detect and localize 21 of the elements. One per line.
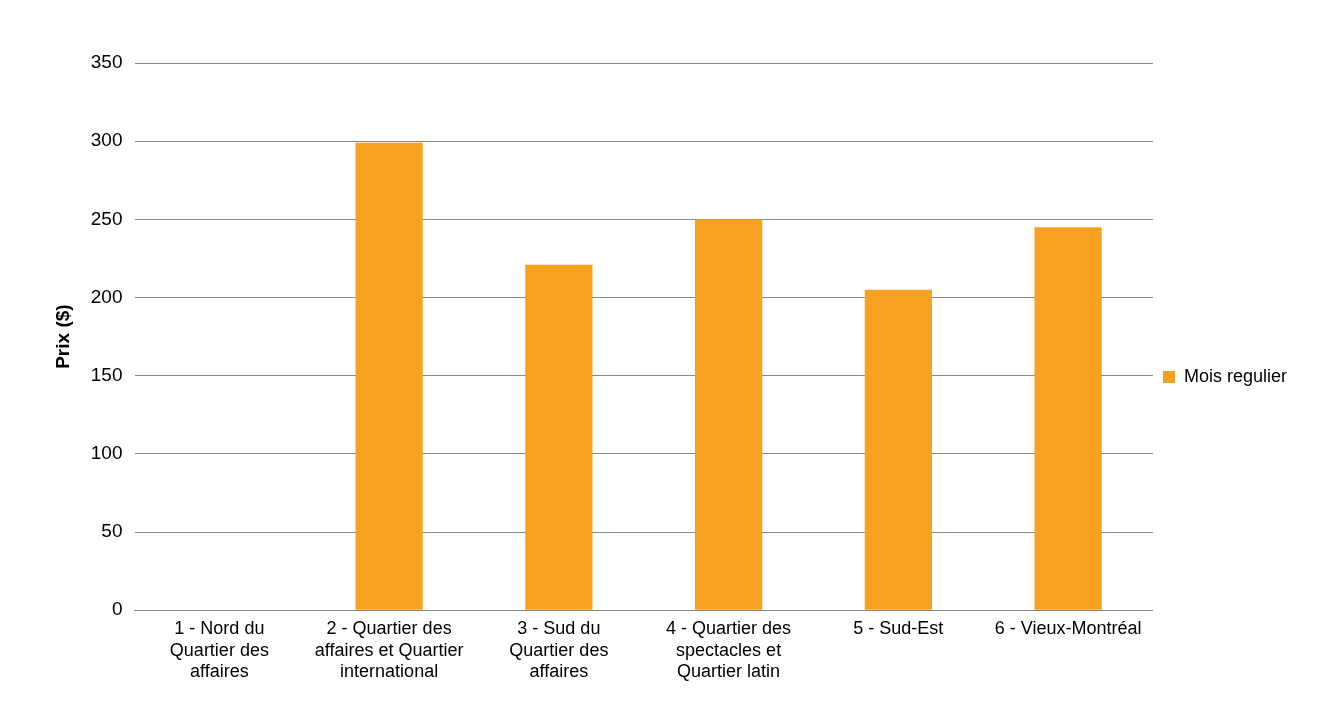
bar xyxy=(355,142,423,610)
x-tick-label: 5 - Sud-Est xyxy=(853,617,944,638)
y-axis-title: Prix ($) xyxy=(51,304,73,369)
y-tick-label: 200 xyxy=(90,285,123,307)
x-tick-label: 3 - Sud du Quartier des affaires xyxy=(509,617,609,682)
bar xyxy=(864,289,932,610)
x-tick-label: 6 - Vieux-Montréal xyxy=(994,617,1142,638)
bar xyxy=(695,219,763,610)
y-tick-label: 250 xyxy=(90,207,123,229)
bar xyxy=(525,264,593,610)
x-tick-label: 2 - Quartier des affaires et Quartier international xyxy=(314,617,464,682)
legend-label: Mois regulier xyxy=(1183,365,1288,386)
bar xyxy=(1034,227,1102,610)
y-tick-label: 300 xyxy=(90,129,123,151)
x-tick-label: 4 - Quartier des spectacles et Quartier latin xyxy=(666,617,792,682)
y-tick-label: 100 xyxy=(90,442,123,464)
x-tick-label: 1 - Nord du Quartier des affaires xyxy=(169,617,269,682)
y-tick-label: 0 xyxy=(111,598,123,620)
y-tick-label: 350 xyxy=(90,51,123,73)
y-tick-label: 150 xyxy=(90,363,123,385)
y-tick-label: 50 xyxy=(101,520,123,542)
